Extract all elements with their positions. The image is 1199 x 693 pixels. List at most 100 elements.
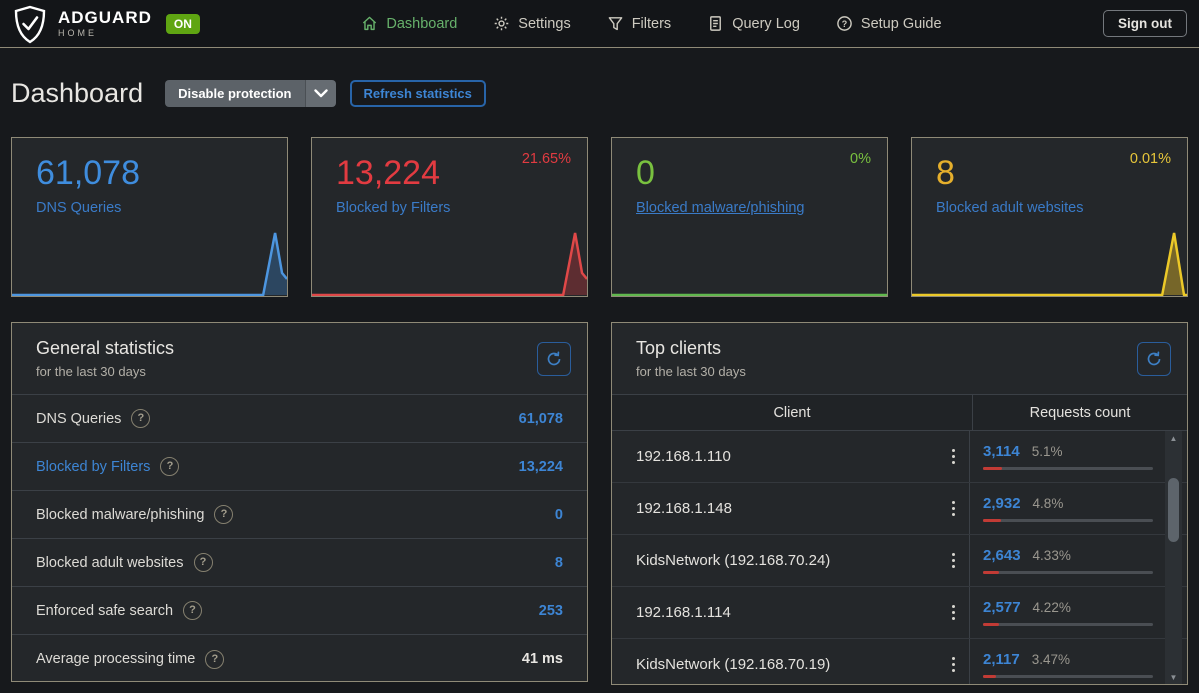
scrollbar-track[interactable] <box>1165 446 1182 670</box>
stat-label-link[interactable]: DNS Queries <box>36 200 122 216</box>
adguard-shield-icon <box>14 5 46 43</box>
scrollbar-thumb[interactable] <box>1168 478 1179 542</box>
client-name[interactable]: KidsNetwork (192.168.70.19) <box>636 656 831 673</box>
stat-label-link[interactable]: Blocked adult websites <box>936 200 1084 216</box>
stats-row: DNS Queries? 61,078 <box>12 395 587 443</box>
client-name[interactable]: 192.168.1.148 <box>636 500 732 517</box>
top-bar: ADGUARD HOME ON Dashboard Settings Filte… <box>0 0 1199 48</box>
column-header-client[interactable]: Client <box>612 395 973 430</box>
help-icon[interactable]: ? <box>214 505 234 524</box>
refresh-general-stats-button[interactable] <box>537 341 571 376</box>
general-statistics-panel: General statistics for the last 30 days … <box>11 322 588 682</box>
kebab-menu-button[interactable] <box>937 483 969 534</box>
stat-cards: 61,078 DNS Queries 21.65% 13,224 Blocked… <box>11 137 1188 297</box>
row-value: 13,224 <box>518 458 563 475</box>
row-value: 253 <box>538 602 563 619</box>
dns-queries-sparkline <box>12 232 287 296</box>
requests-percent: 5.1% <box>1031 444 1063 459</box>
blocked-malware-sparkline <box>612 293 887 296</box>
panel-subtitle: for the last 30 days <box>636 364 746 379</box>
help-icon[interactable]: ? <box>205 649 225 669</box>
client-name[interactable]: KidsNetwork (192.168.70.24) <box>636 552 831 569</box>
stat-card-blocked-malware: 0% 0 Blocked malware/phishing <box>611 137 888 297</box>
stat-label-link[interactable]: Blocked by Filters <box>336 200 451 216</box>
row-label: DNS Queries <box>36 410 122 427</box>
kebab-icon <box>951 501 955 516</box>
scroll-up-arrow[interactable]: ▲ <box>1165 431 1182 446</box>
refresh-icon <box>547 350 561 365</box>
nav-item-dashboard[interactable]: Dashboard <box>361 15 457 32</box>
help-icon[interactable]: ? <box>193 553 213 572</box>
gear-icon <box>494 16 509 31</box>
stat-card-blocked-by-filters: 21.65% 13,224 Blocked by Filters <box>311 137 588 297</box>
sign-out-button[interactable]: Sign out <box>1103 10 1187 37</box>
table-body: 192.168.1.110 3,114 5.1% 192.168.1.148 <box>612 431 1187 684</box>
help-icon[interactable]: ? <box>131 409 151 428</box>
table-row: 192.168.1.148 2,932 4.8% <box>612 483 1187 535</box>
scroll-down-arrow[interactable]: ▼ <box>1165 670 1182 684</box>
requests-count: 2,117 <box>983 651 1020 668</box>
kebab-menu-button[interactable] <box>937 535 969 586</box>
stat-percent: 0% <box>850 151 871 167</box>
table-row: 192.168.1.110 3,114 5.1% <box>612 431 1187 483</box>
stat-percent: 21.65% <box>521 151 571 167</box>
stat-label-link[interactable]: Blocked malware/phishing <box>636 200 805 216</box>
title-row: Dashboard Disable protection Refresh sta… <box>11 76 1188 110</box>
disable-protection-button[interactable]: Disable protection <box>165 79 305 107</box>
stats-row: Average processing time? 41 ms <box>12 635 587 681</box>
funnel-icon <box>608 17 623 31</box>
protection-status-badge: ON <box>165 13 200 34</box>
nav-item-setup-guide[interactable]: ? Setup Guide <box>836 15 942 32</box>
brand: ADGUARD HOME ON <box>12 3 200 45</box>
brand-name: ADGUARD <box>58 8 152 27</box>
kebab-icon <box>951 605 955 620</box>
stat-value: 13,224 <box>336 154 440 192</box>
column-header-requests[interactable]: Requests count <box>1029 404 1131 421</box>
requests-bar <box>983 571 1153 574</box>
chevron-down-icon <box>313 88 328 97</box>
kebab-menu-button[interactable] <box>937 431 969 482</box>
stats-row: Blocked malware/phishing? 0 <box>12 491 587 539</box>
row-value: 41 ms <box>521 651 563 667</box>
kebab-menu-button[interactable] <box>937 587 969 638</box>
question-icon: ? <box>837 16 852 31</box>
table-row: KidsNetwork (192.168.70.19) 2,117 3.47% <box>612 639 1187 684</box>
blocked-filters-sparkline <box>312 232 587 296</box>
requests-percent: 4.8% <box>1032 496 1064 511</box>
refresh-top-clients-button[interactable] <box>1137 341 1171 376</box>
requests-count: 2,932 <box>983 495 1021 512</box>
svg-text:?: ? <box>842 19 847 29</box>
client-name[interactable]: 192.168.1.110 <box>636 448 731 465</box>
requests-percent: 3.47% <box>1031 652 1070 667</box>
help-icon[interactable]: ? <box>160 457 180 476</box>
nav-item-filters[interactable]: Filters <box>607 15 671 32</box>
row-label-link[interactable]: Blocked by Filters <box>36 458 151 475</box>
row-label: Enforced safe search <box>36 602 174 619</box>
kebab-menu-button[interactable] <box>937 639 969 684</box>
disable-protection-caret-button[interactable] <box>304 79 336 107</box>
client-name[interactable]: 192.168.1.114 <box>636 604 731 621</box>
requests-count: 2,577 <box>983 599 1021 616</box>
kebab-icon <box>951 553 955 568</box>
scrollbar: ▲ ▼ <box>1165 431 1182 684</box>
panel-title: General statistics <box>36 338 175 358</box>
stat-card-blocked-adult: 0.01% 8 Blocked adult websites <box>911 137 1188 297</box>
requests-percent: 4.33% <box>1032 548 1071 563</box>
stat-value: 61,078 <box>36 154 140 192</box>
page-title: Dashboard <box>11 78 144 108</box>
row-value: 61,078 <box>518 410 563 427</box>
requests-percent: 4.22% <box>1032 600 1071 615</box>
requests-bar <box>983 467 1153 470</box>
requests-bar <box>983 519 1153 522</box>
help-icon[interactable]: ? <box>183 601 203 620</box>
main-nav: Dashboard Settings Filters Query Log <box>200 15 1103 32</box>
requests-bar <box>983 675 1153 678</box>
refresh-icon <box>1147 350 1161 365</box>
stats-row: Blocked by Filters? 13,224 <box>12 443 587 491</box>
table-row: 192.168.1.114 2,577 4.22% <box>612 587 1187 639</box>
stat-value: 8 <box>936 154 955 192</box>
nav-item-settings[interactable]: Settings <box>493 15 571 32</box>
nav-item-query-log[interactable]: Query Log <box>707 15 800 32</box>
refresh-statistics-button[interactable]: Refresh statistics <box>349 79 486 107</box>
table-header: Client Requests count <box>612 395 1187 431</box>
